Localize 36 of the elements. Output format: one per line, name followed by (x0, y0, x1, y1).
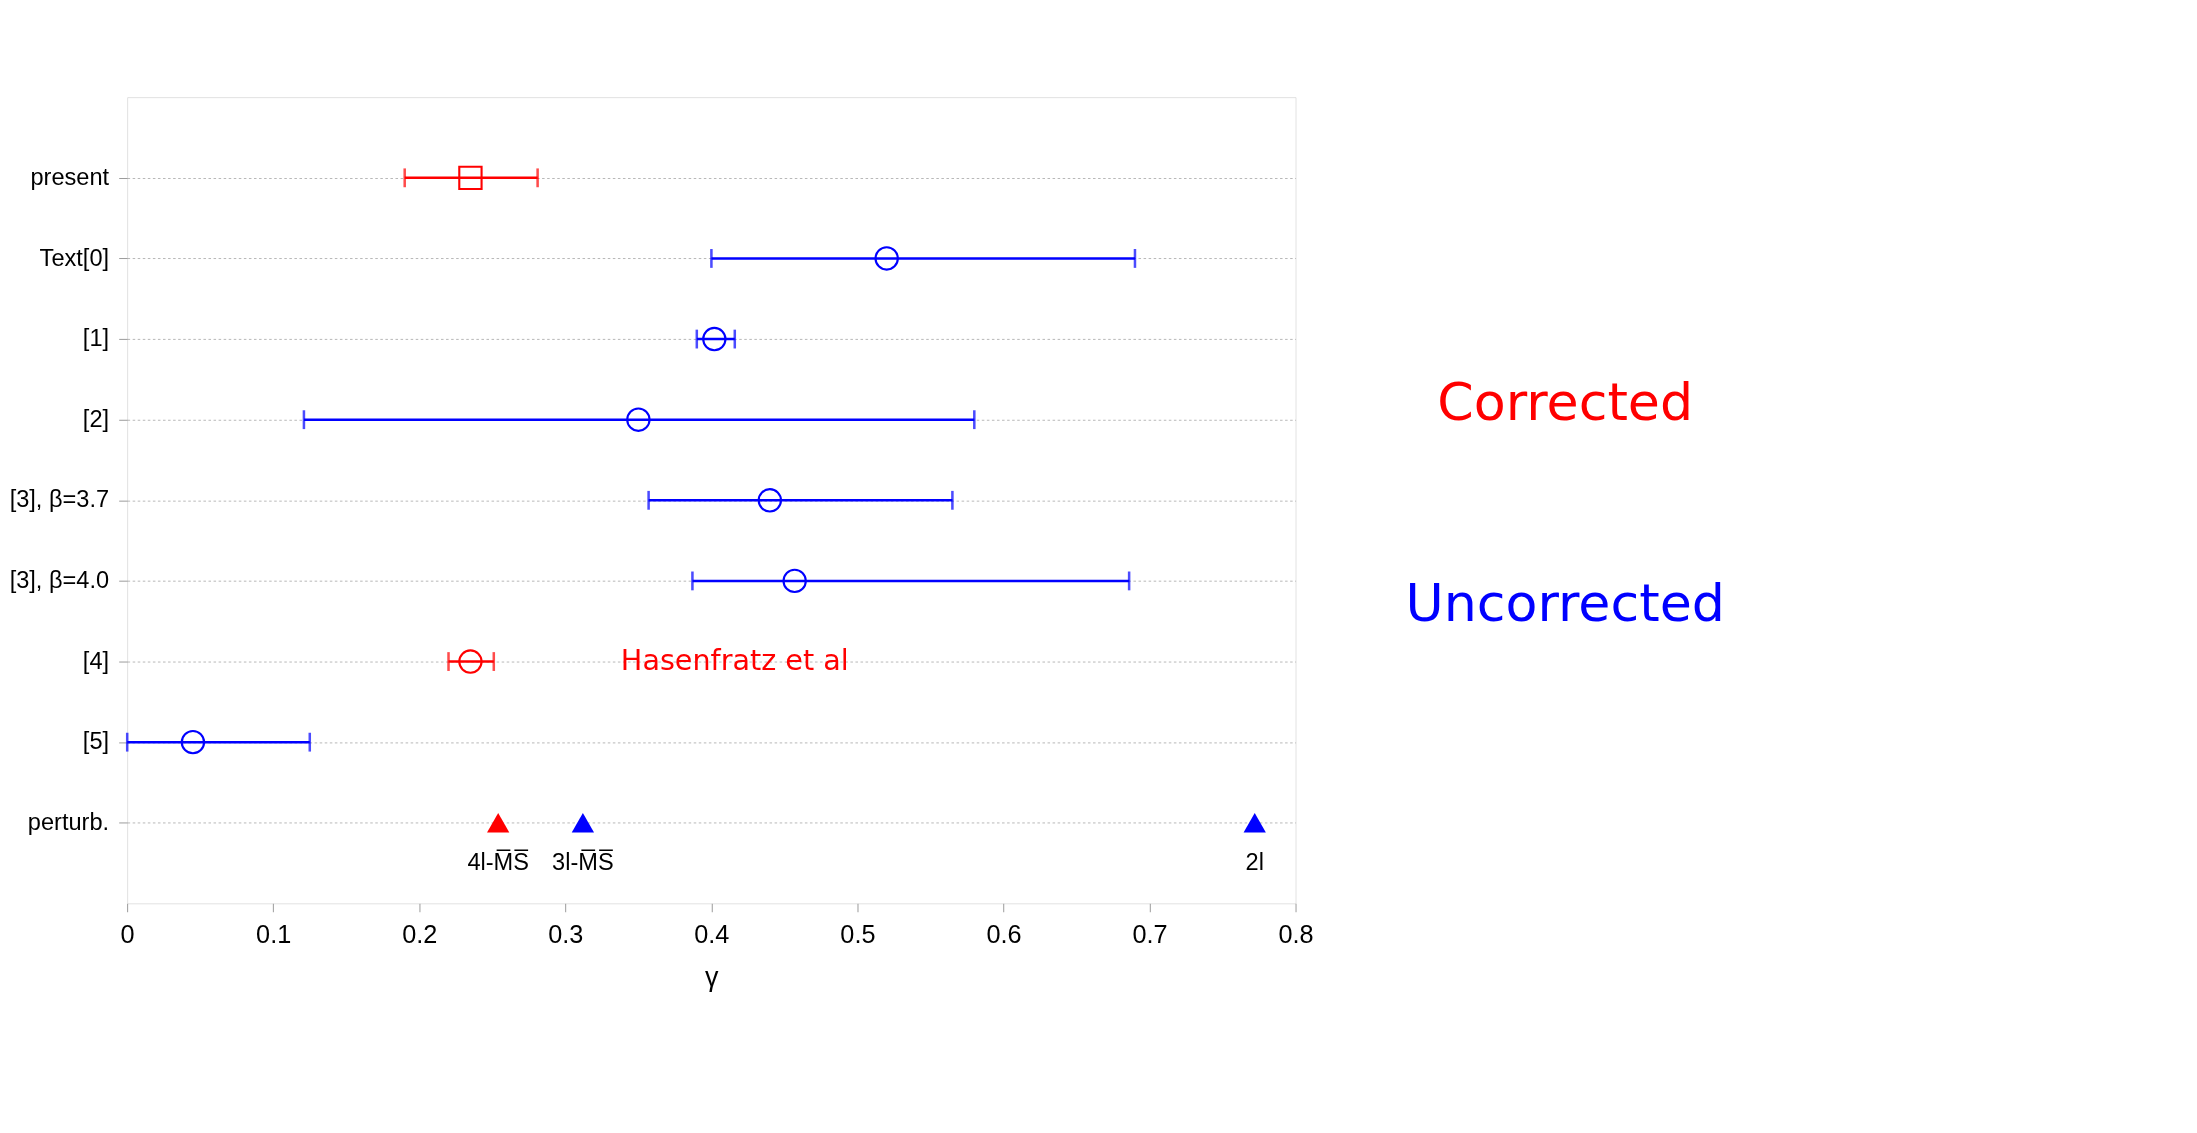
y-tick-label: [5] (82, 728, 110, 755)
x-tick-label: 0.3 (548, 919, 584, 948)
text: Corrected (1437, 371, 1694, 432)
y-tick-label: [4] (82, 647, 110, 674)
x-tick-label: 0 (120, 919, 135, 948)
annotation: 3l-M̅S̅ (552, 848, 614, 875)
x-tick-label: 0.7 (1132, 919, 1168, 948)
x-tick-label: 0.8 (1278, 919, 1314, 948)
point (180, 729, 206, 755)
x-tick-label: 0.2 (402, 919, 438, 948)
annotation: Hasenfratz et al (620, 642, 849, 677)
x-tick-label: 0.5 (840, 919, 876, 948)
text: Uncorrected (1405, 573, 1725, 634)
x-tick-label: 0.6 (986, 919, 1022, 948)
point (1243, 813, 1266, 833)
annotation: 2l (1245, 848, 1264, 875)
y-tick-label: [3], β=3.7 (9, 486, 110, 513)
x-tick-label: 0.1 (256, 919, 292, 948)
x-axis-title: γ (705, 961, 720, 992)
point (458, 165, 483, 191)
y-tick-label: [1] (82, 325, 110, 352)
y-tick-label: [2] (82, 405, 110, 432)
y-tick-label: [3], β=4.0 (9, 567, 110, 594)
point (626, 407, 651, 432)
point (487, 813, 510, 833)
point (458, 649, 483, 674)
point (571, 813, 595, 833)
y-tick-label: present (30, 163, 110, 190)
x-tick-label: 0.4 (694, 919, 730, 948)
point (757, 488, 783, 513)
point (782, 568, 807, 594)
point (702, 326, 727, 352)
annotation: 4l-M̅S̅ (467, 848, 529, 875)
point (874, 246, 899, 271)
y-tick-label: perturb. (27, 808, 110, 835)
y-tick-label: Text[0] (39, 244, 110, 271)
